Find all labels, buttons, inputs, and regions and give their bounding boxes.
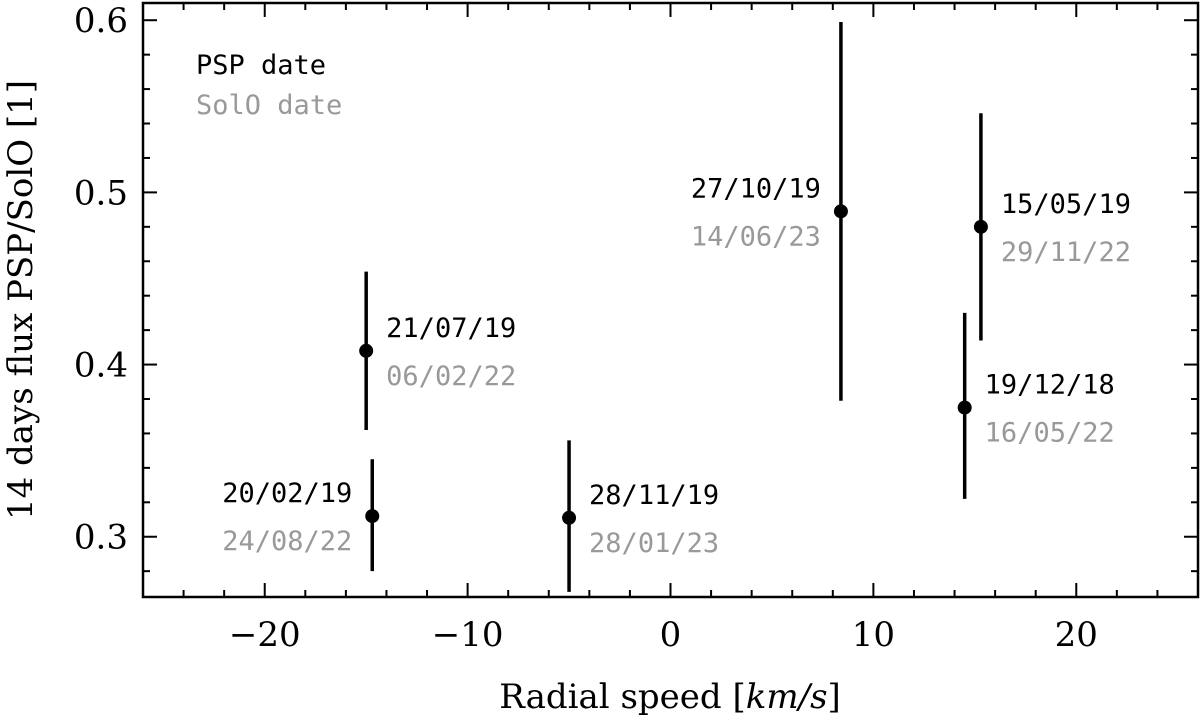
x-tick-label: −10 (432, 615, 504, 655)
x-tick-label: 0 (660, 615, 682, 655)
data-point (365, 509, 380, 524)
y-axis-label: 14 days flux PSP/SolO [1] (1, 80, 41, 520)
legend-entry-psp: PSP date (196, 50, 326, 81)
psp-date-label: 15/05/19 (1001, 189, 1131, 220)
y-tick-label: 0.4 (74, 346, 128, 386)
solo-date-label: 29/11/22 (1001, 237, 1131, 268)
x-tick-label: 10 (852, 615, 895, 655)
data-point-group: 21/07/19 06/02/22 (359, 271, 516, 430)
y-tick-label: 0.3 (74, 518, 128, 558)
legend: PSP date SolO date (196, 50, 342, 121)
axis-tick-labels: −20 −10 0 10 20 0.3 0.4 0.5 0.6 (74, 1, 1098, 655)
y-tick-label: 0.6 (74, 1, 128, 41)
data-point (957, 400, 972, 415)
y-tick-label: 0.5 (74, 173, 128, 213)
data-point (359, 343, 374, 358)
psp-date-label: 28/11/19 (589, 480, 719, 511)
data-point-group: 15/05/19 29/11/22 (973, 113, 1131, 341)
psp-date-label: 27/10/19 (691, 173, 821, 204)
data-point-group: 19/12/18 16/05/22 (957, 312, 1115, 499)
legend-entry-solo: SolO date (196, 90, 342, 121)
solo-date-label: 16/05/22 (985, 418, 1115, 449)
x-tick-label: 20 (1055, 615, 1098, 655)
data-point (833, 204, 848, 219)
psp-date-label: 20/02/19 (222, 478, 352, 509)
psp-date-label: 19/12/18 (985, 370, 1115, 401)
x-axis-label: Radial speed [km/s] (499, 677, 841, 717)
data-point-group: 20/02/19 24/08/22 (222, 459, 380, 572)
data-point-group: 28/11/19 28/01/23 (562, 440, 719, 592)
axis-ticks (142, 3, 1199, 597)
solo-date-label: 14/06/23 (691, 221, 821, 252)
data-series: 21/07/19 06/02/22 20/02/19 24/08/22 28/11/19… (222, 21, 1131, 592)
solo-date-label: 28/01/23 (589, 528, 719, 559)
data-point (562, 510, 577, 525)
solo-date-label: 06/02/22 (386, 361, 516, 392)
solo-date-label: 24/08/22 (222, 526, 352, 557)
data-point-group: 27/10/19 14/06/23 (691, 21, 848, 401)
x-tick-label: −20 (229, 615, 301, 655)
psp-date-label: 21/07/19 (386, 313, 516, 344)
data-point (973, 219, 988, 234)
